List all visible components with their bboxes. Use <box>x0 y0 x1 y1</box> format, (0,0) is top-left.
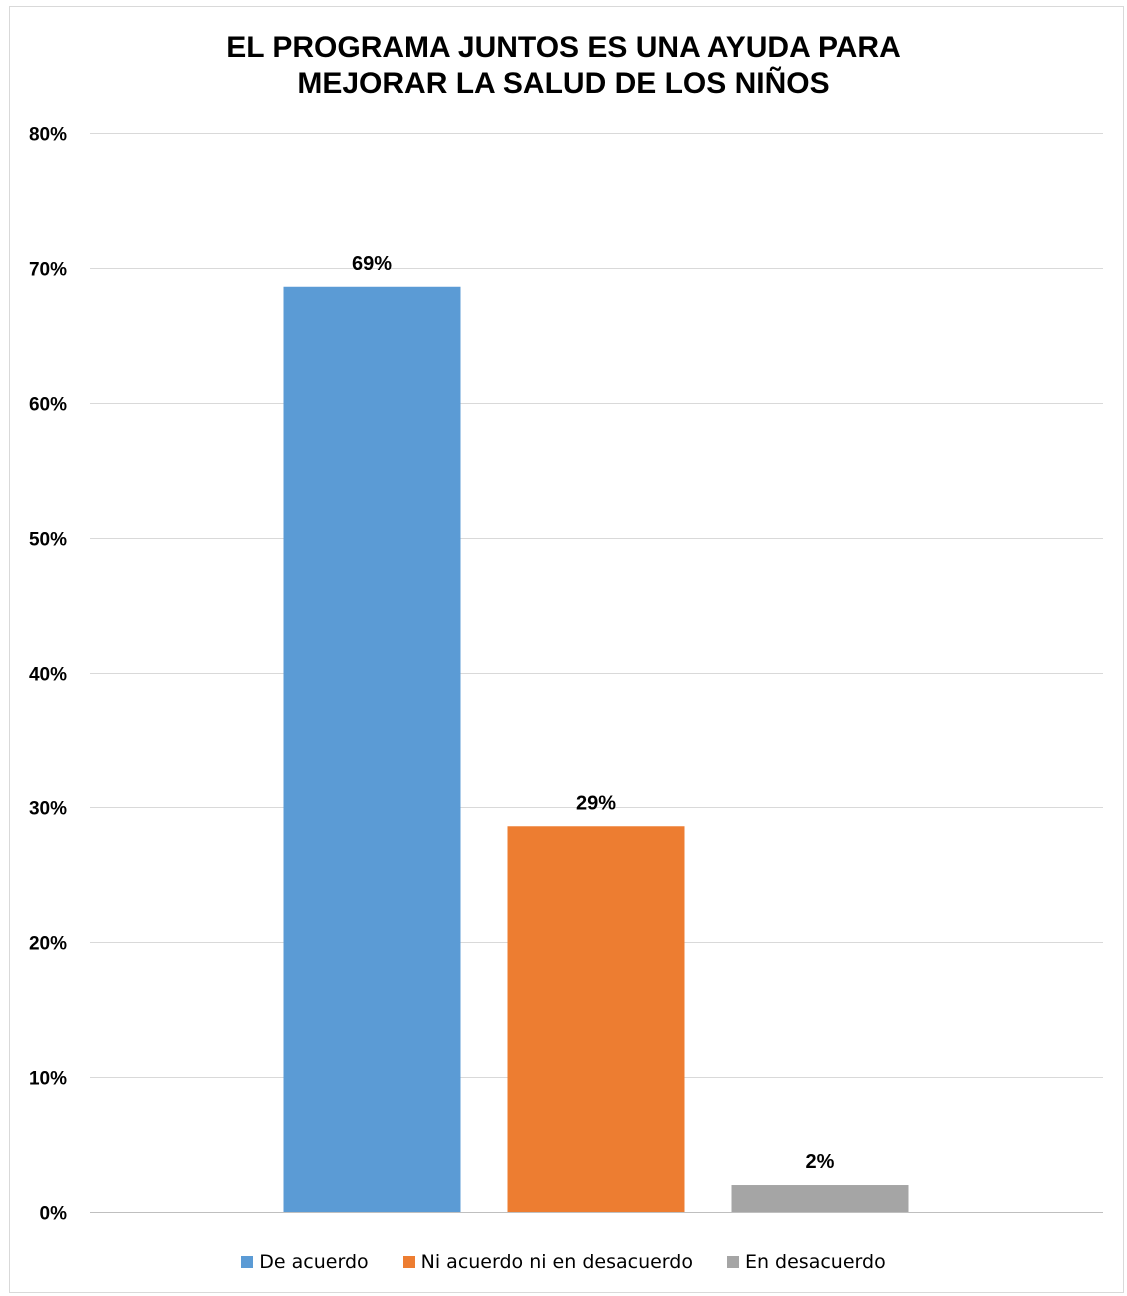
chart-title-line-1: EL PROGRAMA JUNTOS ES UNA AYUDA PARA <box>226 31 901 64</box>
legend-item-en-desacuerdo: En desacuerdo <box>726 1251 886 1273</box>
legend-label-de-acuerdo: De acuerdo <box>259 1251 369 1273</box>
legend-swatch-de-acuerdo <box>241 1256 254 1268</box>
legend-swatch-en-desacuerdo <box>726 1256 739 1268</box>
y-axis-tick-labels: 0% 10% 20% 30% 40% 50% 60% 70% 80% <box>29 125 67 1225</box>
legend: De acuerdo Ni acuerdo ni en desacuerdo E… <box>0 1251 1127 1273</box>
y-tick-label: 20% <box>29 934 67 955</box>
legend-label-ni-acuerdo-ni-en-desacuerdo: Ni acuerdo ni en desacuerdo <box>420 1251 693 1273</box>
chart-title: EL PROGRAMA JUNTOS ES UNA AYUDA PARA MEJ… <box>0 30 1127 102</box>
legend-label-en-desacuerdo: En desacuerdo <box>744 1251 886 1273</box>
y-tick-label: 80% <box>29 125 67 146</box>
legend-swatch-ni-acuerdo-ni-en-desacuerdo <box>402 1256 415 1268</box>
data-label: 69% <box>352 253 392 275</box>
data-label: 29% <box>576 792 616 814</box>
y-tick-label: 0% <box>40 1204 68 1225</box>
y-tick-label: 30% <box>29 799 67 820</box>
y-tick-label: 60% <box>29 395 67 416</box>
bar <box>731 1185 909 1212</box>
bar <box>283 286 461 1212</box>
data-label: 2% <box>806 1151 835 1173</box>
y-tick-label: 40% <box>29 665 67 686</box>
chart-title-line-2: MEJORAR LA SALUD DE LOS NIÑOS <box>297 67 830 100</box>
y-tick-label: 70% <box>29 260 67 281</box>
bar <box>507 826 685 1212</box>
bars <box>283 286 909 1212</box>
y-tick-label: 50% <box>29 530 67 551</box>
y-tick-label: 10% <box>29 1069 67 1090</box>
legend-item-de-acuerdo: De acuerdo <box>241 1251 369 1273</box>
legend-item-ni-acuerdo-ni-en-desacuerdo: Ni acuerdo ni en desacuerdo <box>402 1251 693 1273</box>
data-labels: 69% 29% 2% <box>352 253 835 1173</box>
